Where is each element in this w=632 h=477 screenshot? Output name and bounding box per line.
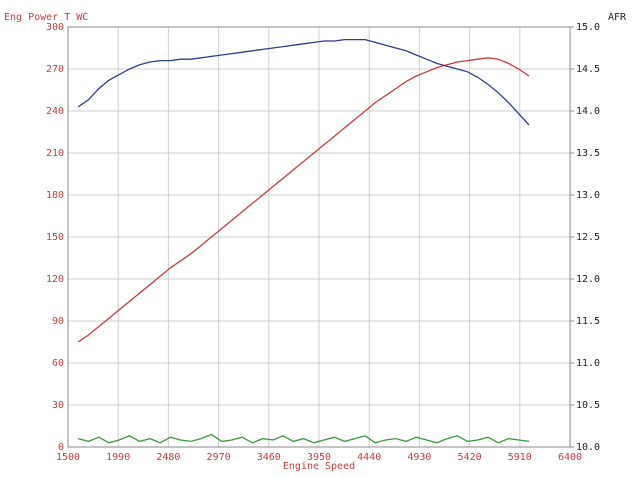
y-tick-label: 90 <box>52 316 64 327</box>
series-line <box>77 57 530 343</box>
x-tick-label: 3950 <box>307 452 331 463</box>
y2-tick-label: 14.0 <box>576 106 600 117</box>
y-tick-label: 180 <box>46 190 64 201</box>
x-tick-label: 6400 <box>558 452 582 463</box>
y-tick-label: 270 <box>46 64 64 75</box>
y2-title: AFR <box>608 12 627 23</box>
y2-tick-label: 14.5 <box>576 64 600 75</box>
y2-tick-label: 15.0 <box>576 22 600 33</box>
y2-tick-label: 11.5 <box>576 316 600 327</box>
x-tick-label: 5420 <box>458 452 482 463</box>
series-line <box>78 433 530 444</box>
series-line <box>77 38 530 126</box>
x-tick-label: 3460 <box>257 452 281 463</box>
y2-tick-label: 11.0 <box>576 358 600 369</box>
y-tick-label: 210 <box>46 148 64 159</box>
y2-tick-label: 10.5 <box>576 400 600 411</box>
x-tick-label: 4930 <box>407 452 431 463</box>
x-tick-label: 5910 <box>508 452 532 463</box>
chart-title: Eng Power T WC <box>4 12 88 23</box>
y2-tick-label: 13.5 <box>576 148 600 159</box>
x-tick-label: 4440 <box>357 452 381 463</box>
y-tick-label: 300 <box>46 22 64 33</box>
x-tick-label: 1990 <box>106 452 130 463</box>
y-tick-label: 0 <box>58 442 64 453</box>
y-tick-label: 120 <box>46 274 64 285</box>
x-tick-label: 1500 <box>56 452 80 463</box>
y2-tick-label: 10.0 <box>576 442 600 453</box>
y2-tick-label: 13.0 <box>576 190 600 201</box>
y-tick-label: 240 <box>46 106 64 117</box>
x-label: Engine Speed <box>283 461 355 472</box>
y2-tick-label: 12.0 <box>576 274 600 285</box>
y-tick-label: 30 <box>52 400 64 411</box>
y2-tick-label: 12.5 <box>576 232 600 243</box>
plot-frame <box>67 26 571 448</box>
y-tick-label: 60 <box>52 358 64 369</box>
y-tick-label: 150 <box>46 232 64 243</box>
x-tick-label: 2480 <box>156 452 180 463</box>
x-tick-label: 2970 <box>207 452 231 463</box>
